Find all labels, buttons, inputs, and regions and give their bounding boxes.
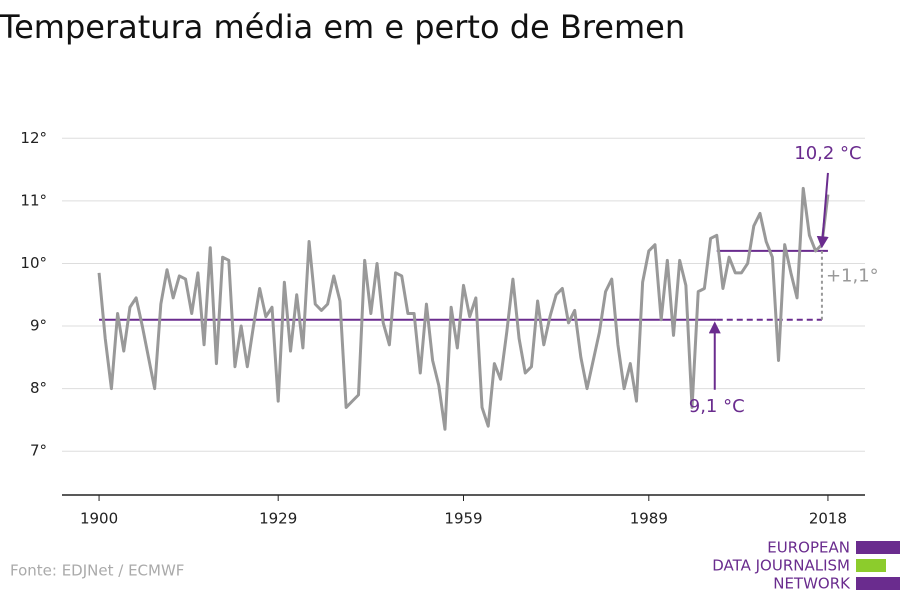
logo-bar [856,541,900,554]
x-tick-label: 1929 [259,510,297,528]
y-tick-label: 9° [30,317,47,335]
logo-text: DATA JOURNALISM [712,557,850,575]
y-tick-label: 12° [20,129,47,147]
y-tick-label: 10° [20,254,47,272]
logo-bar [856,577,900,590]
x-tick-label: 1989 [630,510,668,528]
x-tick-label: 2018 [809,510,847,528]
y-tick-label: 7° [30,442,47,460]
annotation: 9,1 °C [689,396,745,417]
logo-text: EUROPEAN [767,539,850,557]
difference-label: +1,1° [826,265,879,286]
chart-title: Temperatura média em e perto de Bremen [0,8,685,46]
x-tick-label: 1900 [80,510,118,528]
y-tick-label: 8° [30,379,47,397]
logo: EUROPEAN DATA JOURNALISM NETWORK [712,539,900,593]
annotation: 10,2 °C [794,143,861,164]
data-line [97,186,830,431]
logo-bar [856,559,886,572]
y-tick-label: 11° [20,191,47,209]
source: Fonte: EDJNet / ECMWF [10,562,184,580]
x-tick-label: 1959 [444,510,482,528]
annotation-arrow [816,172,829,249]
logo-text: NETWORK [773,575,851,593]
